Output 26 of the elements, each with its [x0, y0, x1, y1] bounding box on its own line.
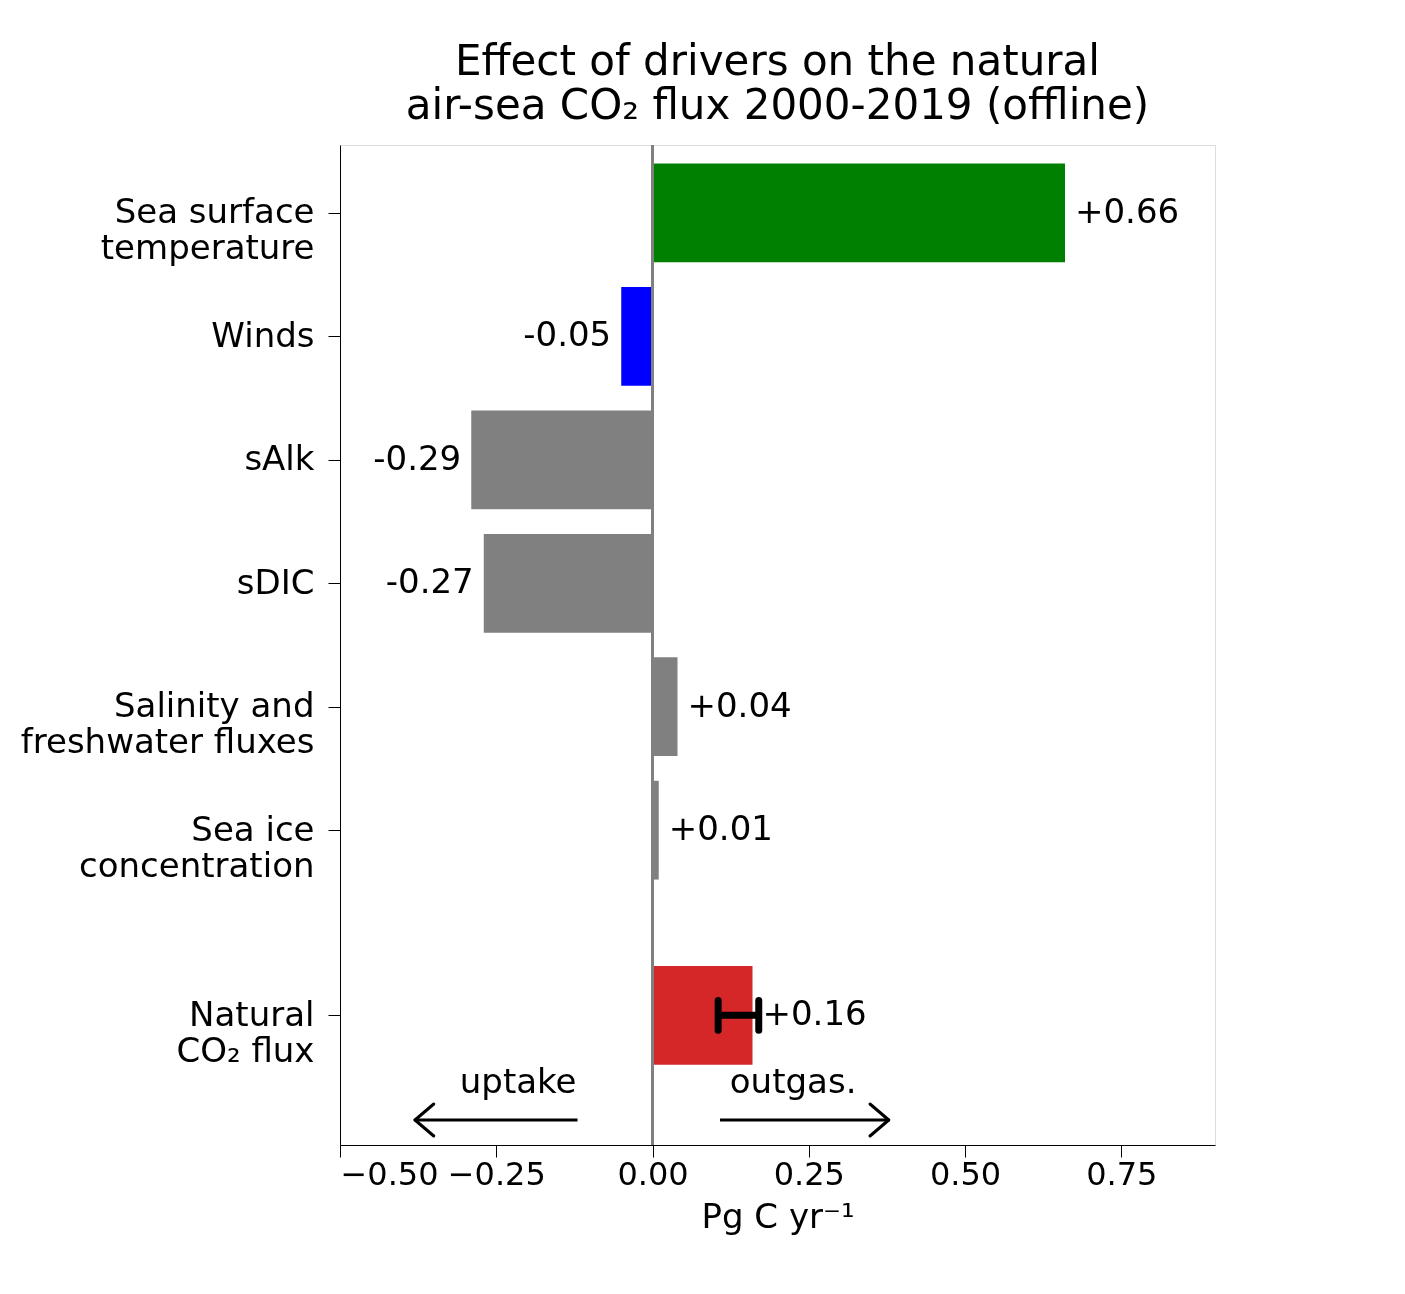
- x-tick-label: 0.00: [617, 1154, 689, 1193]
- annotation: uptake: [459, 1061, 577, 1101]
- y-tick-label: Natural CO₂ flux: [176, 993, 315, 1070]
- x-tick-label: −0.25: [447, 1154, 546, 1193]
- bar: [621, 286, 653, 386]
- y-tick-label: Salinity and freshwater fluxes: [20, 685, 315, 762]
- x-tick-label: 0.75: [1086, 1154, 1158, 1193]
- data-label: -0.27: [385, 561, 474, 602]
- y-tick-label: sDIC: [236, 561, 315, 602]
- y-tick-label: Sea ice concentration: [79, 808, 315, 885]
- data-label: -0.05: [523, 314, 612, 355]
- x-tick-label: −0.50: [340, 1154, 439, 1193]
- data-label: -0.29: [373, 437, 462, 478]
- data-label: +0.66: [1075, 190, 1180, 231]
- y-tick-label: Winds: [211, 314, 315, 355]
- x-tick-label: 0.50: [929, 1154, 1002, 1193]
- bar: [652, 163, 1065, 263]
- data-label: +0.01: [668, 808, 773, 849]
- chart-title: Effect of drivers on the natural air-sea CO₂ flux 2000-2019 (offline): [405, 35, 1150, 129]
- x-axis-title: Pg C yr⁻¹: [701, 1195, 855, 1236]
- y-tick-label: Sea surface temperature: [100, 191, 315, 268]
- data-label: +0.04: [687, 684, 792, 725]
- data-label: +0.16: [762, 993, 867, 1034]
- x-tick-label: 0.25: [773, 1154, 845, 1193]
- y-tick-label: sAlk: [244, 438, 315, 479]
- annotation: outgas.: [729, 1061, 857, 1101]
